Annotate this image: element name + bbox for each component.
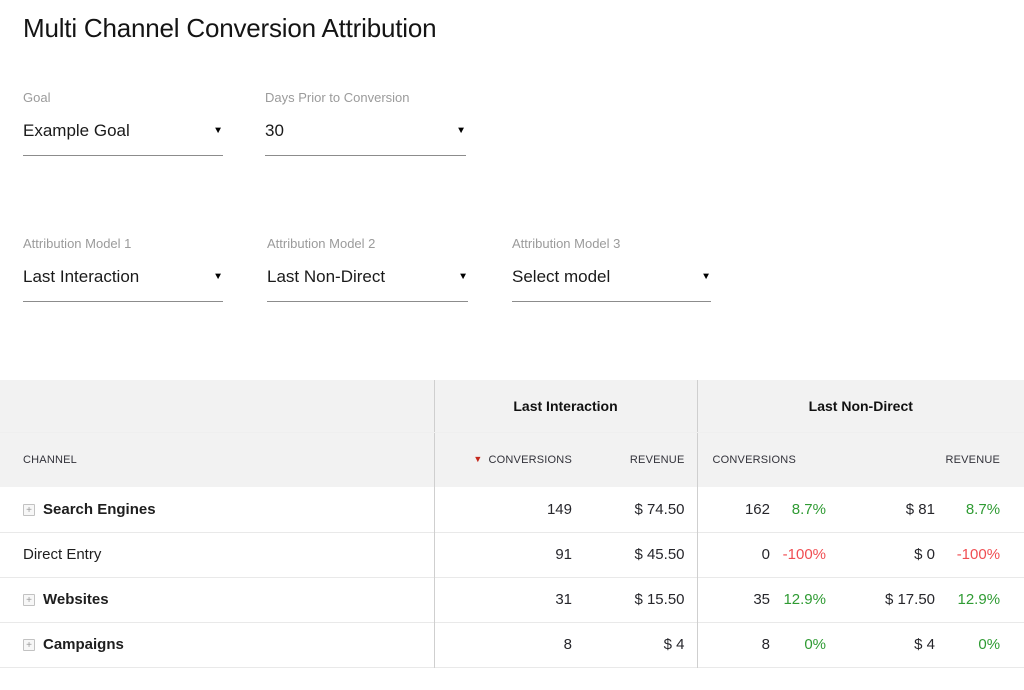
group-header-last-non-direct: Last Non-Direct bbox=[696, 380, 1024, 433]
attribution-model-3-select[interactable]: Attribution Model 3 Select model ▼ bbox=[512, 236, 711, 302]
table-row-direct-entry[interactable]: +Direct Entry 91 $ 45.50 0 -100% $ 0 -10… bbox=[0, 532, 1024, 577]
column-header-conversions-2[interactable]: CONVERSIONS bbox=[696, 432, 826, 487]
page-title: Multi Channel Conversion Attribution bbox=[23, 13, 437, 43]
conversions-value: 0 bbox=[696, 532, 770, 577]
column-header-channel[interactable]: CHANNEL bbox=[0, 432, 434, 487]
channel-label: Direct Entry bbox=[23, 546, 102, 563]
attribution-model-1-control[interactable]: Last Interaction ▼ bbox=[23, 267, 223, 302]
revenue-value: $ 15.50 bbox=[634, 591, 685, 608]
conversions-value: 8 bbox=[696, 622, 770, 667]
conversions-change-badge: 0% bbox=[804, 636, 826, 653]
attribution-model-3-label: Attribution Model 3 bbox=[512, 236, 621, 251]
revenue-change-badge: 8.7% bbox=[965, 500, 1001, 518]
revenue-value: $ 81 bbox=[905, 500, 935, 518]
conversions-change-badge: 12.9% bbox=[783, 591, 826, 608]
revenue-value: $ 74.50 bbox=[634, 500, 685, 518]
goal-label: Goal bbox=[23, 90, 51, 105]
attribution-model-2-control[interactable]: Last Non-Direct ▼ bbox=[267, 267, 468, 302]
column-header-revenue-1[interactable]: REVENUE bbox=[572, 432, 697, 487]
attribution-model-3-value: Select model bbox=[512, 267, 611, 286]
conversions-value: 149 bbox=[433, 487, 572, 532]
table-row-campaigns[interactable]: + Campaigns 8 $ 4 8 0% $ 4 0% bbox=[0, 622, 1024, 667]
days-prior-label: Days Prior to Conversion bbox=[265, 90, 410, 105]
table-row-search-engines[interactable]: + Search Engines 149 $ 74.50 162 8.7% $ 8… bbox=[0, 487, 1024, 532]
revenue-value: $ 4 bbox=[663, 636, 685, 653]
expand-icon[interactable]: + bbox=[23, 594, 35, 606]
chevron-down-icon: ▼ bbox=[456, 125, 466, 136]
revenue-value: $ 45.50 bbox=[634, 546, 685, 563]
revenue-value: $ 17.50 bbox=[884, 591, 935, 608]
conversions-change-badge: -100% bbox=[782, 546, 826, 563]
days-prior-selected-value: 30 bbox=[265, 121, 284, 140]
revenue-change-badge: 12.9% bbox=[957, 591, 1001, 608]
conversions-value: 31 bbox=[433, 577, 572, 622]
days-prior-select[interactable]: Days Prior to Conversion 30 ▼ bbox=[265, 90, 466, 156]
column-header-revenue-2[interactable]: REVENUE bbox=[826, 432, 1024, 487]
chevron-down-icon: ▼ bbox=[701, 271, 711, 282]
expand-icon[interactable]: + bbox=[23, 503, 35, 516]
days-prior-select-control[interactable]: 30 ▼ bbox=[265, 121, 466, 156]
attribution-table: Last Interaction Last Non-Direct CHANNEL… bbox=[0, 380, 1024, 668]
goal-selected-value: Example Goal bbox=[23, 121, 130, 140]
group-header-spacer bbox=[0, 380, 434, 433]
conversions-value: 162 bbox=[696, 487, 770, 532]
attribution-model-1-value: Last Interaction bbox=[23, 267, 140, 286]
revenue-value: $ 0 bbox=[914, 546, 935, 563]
group-header-last-interaction: Last Interaction bbox=[433, 380, 697, 433]
attribution-model-2-label: Attribution Model 2 bbox=[267, 236, 376, 251]
conversions-value: 35 bbox=[696, 577, 770, 622]
chevron-down-icon: ▼ bbox=[213, 271, 223, 282]
revenue-change-badge: 0% bbox=[978, 636, 1001, 653]
attribution-model-2-value: Last Non-Direct bbox=[267, 267, 386, 286]
revenue-value: $ 4 bbox=[914, 636, 935, 653]
table-column-header-row: CHANNEL ▼ CONVERSIONS REVENUE CONVERSIONS… bbox=[0, 432, 1024, 487]
goal-select[interactable]: Goal Example Goal ▼ bbox=[23, 90, 223, 156]
conversions-change-badge: 8.7% bbox=[791, 500, 826, 518]
attribution-model-2-select[interactable]: Attribution Model 2 Last Non-Direct ▼ bbox=[267, 236, 468, 302]
goal-select-control[interactable]: Example Goal ▼ bbox=[23, 121, 223, 156]
channel-label: Campaigns bbox=[43, 636, 124, 653]
channel-label: Websites bbox=[43, 591, 109, 608]
revenue-change-badge: -100% bbox=[956, 546, 1001, 563]
attribution-model-3-control[interactable]: Select model ▼ bbox=[512, 267, 711, 302]
sort-desc-icon: ▼ bbox=[473, 453, 483, 464]
attribution-model-1-label: Attribution Model 1 bbox=[23, 236, 132, 251]
expand-icon[interactable]: + bbox=[23, 639, 35, 651]
column-header-conversions-1[interactable]: ▼ CONVERSIONS bbox=[433, 432, 572, 487]
conversions-value: 91 bbox=[433, 532, 572, 577]
table-row-websites[interactable]: + Websites 31 $ 15.50 35 12.9% $ 17.50 12… bbox=[0, 577, 1024, 622]
attribution-model-1-select[interactable]: Attribution Model 1 Last Interaction ▼ bbox=[23, 236, 223, 302]
channel-label: Search Engines bbox=[43, 500, 156, 518]
chevron-down-icon: ▼ bbox=[458, 271, 468, 282]
chevron-down-icon: ▼ bbox=[213, 125, 223, 136]
conversions-value: 8 bbox=[433, 622, 572, 667]
table-group-header-row: Last Interaction Last Non-Direct bbox=[0, 380, 1024, 433]
